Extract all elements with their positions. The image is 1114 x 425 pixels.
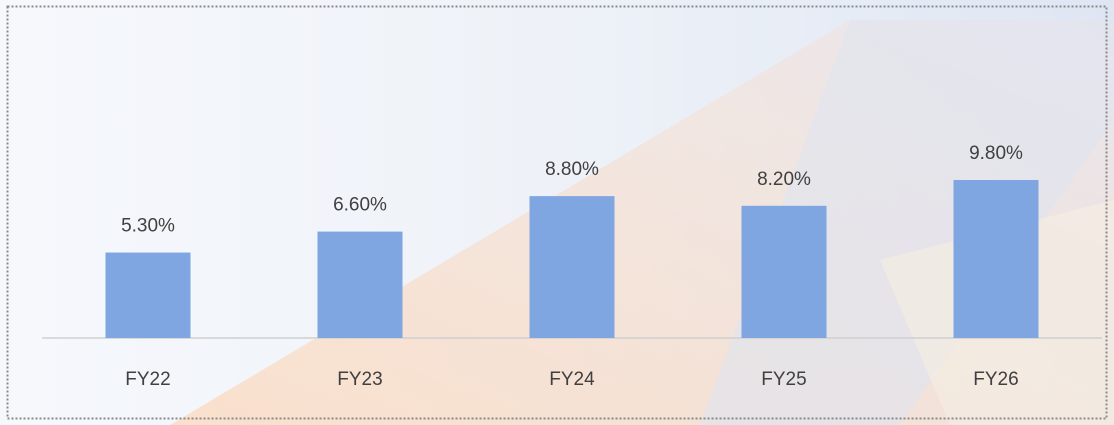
bar: [317, 231, 403, 338]
x-tick-label: FY22: [125, 369, 170, 390]
data-label: 9.80%: [969, 143, 1023, 164]
x-tick-label: FY26: [973, 369, 1018, 390]
frame: [6, 5, 1108, 420]
bar: [105, 252, 191, 338]
x-tick-label: FY25: [761, 369, 806, 390]
x-tick-label: FY23: [337, 369, 382, 390]
bar: [741, 205, 827, 338]
x-tick-label: FY24: [549, 369, 595, 390]
bar: [529, 196, 615, 338]
data-label: 8.80%: [545, 159, 599, 180]
data-label: 8.20%: [757, 169, 811, 190]
data-label: 5.30%: [121, 216, 175, 237]
bar: [953, 180, 1039, 338]
data-label: 6.60%: [333, 195, 387, 216]
